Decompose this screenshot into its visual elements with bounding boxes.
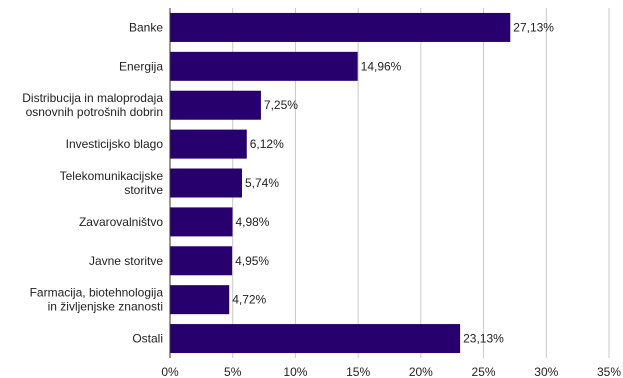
value-labels: 27,13% 14,96% 7,25% 6,12% 5,74% 4,98% 4,95% 4,7… xyxy=(232,20,554,345)
x-tick-label: 20% xyxy=(409,365,433,378)
value-label: 6,12% xyxy=(250,137,284,151)
x-tick-label: 25% xyxy=(472,365,496,378)
value-label: 7,25% xyxy=(264,98,298,112)
x-tick-label: 0% xyxy=(161,365,179,378)
category-labels: Banke Energija Distribucija in maloprodaja… xyxy=(22,20,163,345)
x-tick-label: 10% xyxy=(283,365,307,378)
bar xyxy=(170,51,358,81)
bar xyxy=(170,207,233,237)
bar xyxy=(170,129,247,159)
category-label: Banke xyxy=(129,20,163,34)
value-label: 23,13% xyxy=(463,332,504,346)
value-label: 4,95% xyxy=(235,254,269,268)
bar xyxy=(170,246,233,276)
category-label: Javne storitve xyxy=(89,254,163,268)
bar xyxy=(170,168,242,198)
bar xyxy=(170,12,511,42)
value-label: 4,72% xyxy=(232,293,266,307)
x-tick-label: 35% xyxy=(597,365,621,378)
category-label: osnovnih potrošnih dobrin xyxy=(26,105,163,119)
category-label: in življenjske znanosti xyxy=(48,300,163,314)
bar xyxy=(170,90,261,120)
category-label: Telekomunikacijske xyxy=(60,169,164,183)
value-label: 27,13% xyxy=(513,20,554,34)
value-label: 14,96% xyxy=(361,59,402,73)
value-label: 5,74% xyxy=(245,176,279,190)
bar xyxy=(170,324,461,354)
x-tick-label: 5% xyxy=(224,365,242,378)
category-label: Zavarovalništvo xyxy=(79,215,163,229)
category-label: Farmacija, biotehnologija xyxy=(30,286,164,300)
category-label: Ostali xyxy=(132,332,163,346)
category-label: Investicijsko blago xyxy=(66,137,164,151)
value-label: 4,98% xyxy=(235,215,269,229)
x-tick-label: 15% xyxy=(346,365,370,378)
category-label: Energija xyxy=(119,59,163,73)
x-tick-labels: 0% 5% 10% 15% 20% 25% 30% 35% xyxy=(161,365,621,378)
x-tick-label: 30% xyxy=(534,365,558,378)
bars xyxy=(170,12,511,354)
bar xyxy=(170,285,230,315)
category-label: Distribucija in maloprodaja xyxy=(22,91,163,105)
category-label: storitve xyxy=(124,183,163,197)
